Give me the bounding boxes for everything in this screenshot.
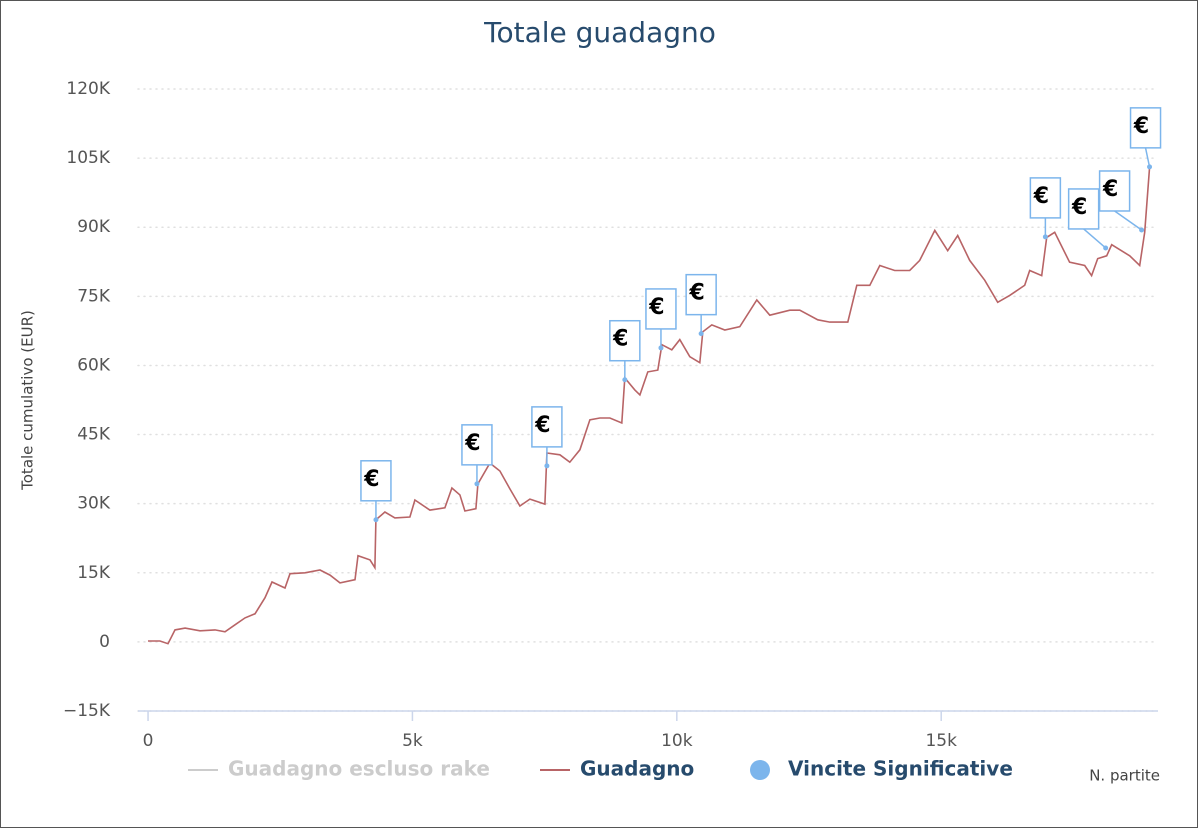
flag-label: €: [1133, 114, 1149, 139]
series-line: [148, 166, 1151, 645]
x-tick-label: 0: [143, 731, 154, 751]
flag-box: [1067, 188, 1100, 230]
flag-label: €: [464, 431, 480, 456]
scatter-point: [1103, 245, 1109, 251]
legend-label: Guadagno escluso rake: [228, 757, 490, 781]
scatter-point: [622, 377, 628, 383]
y-tick-label: 60K: [77, 355, 111, 375]
flag-label: €: [1071, 195, 1087, 220]
x-tick-label: 15k: [925, 731, 957, 751]
scatter-point: [698, 331, 704, 337]
flag-box: [1098, 170, 1131, 212]
y-tick-label: 0: [99, 632, 110, 652]
flag-label: €: [688, 281, 704, 306]
scatter-point: [1147, 164, 1153, 170]
y-tick-label: 45K: [77, 425, 111, 445]
flag-box: [531, 406, 563, 448]
legend-label: Guadagno: [580, 757, 694, 781]
flag-box: [609, 319, 641, 362]
scatter-point: [373, 517, 379, 523]
flag-label: €: [648, 295, 664, 320]
flag-box: [685, 273, 717, 316]
x-axis-title: N. partite: [1089, 767, 1160, 785]
flag-box: [1029, 177, 1062, 219]
x-tick-label: 5k: [402, 731, 423, 751]
flag-label: €: [612, 327, 628, 352]
y-tick-label: 15K: [77, 563, 111, 583]
scatter-point: [658, 345, 664, 351]
x-tick-label: 10k: [661, 731, 693, 751]
flag-box: [461, 424, 493, 466]
flag-box: [645, 288, 677, 330]
y-tick-label: 120K: [66, 79, 110, 99]
y-tick-label: 90K: [77, 217, 111, 237]
flag-connector: [1144, 147, 1151, 168]
flag-label: €: [1102, 177, 1118, 202]
flag-connector: [1083, 228, 1107, 249]
flag-label: €: [534, 413, 550, 438]
flag-label: €: [1033, 184, 1049, 209]
flag-connector: [1114, 210, 1143, 231]
scatter-point: [474, 481, 480, 487]
flag-box: [360, 460, 392, 502]
scatter-point: [1139, 227, 1145, 233]
scatter-point: [544, 463, 550, 469]
y-tick-label: −15K: [63, 701, 111, 721]
chart-title: Totale guadagno: [483, 16, 716, 49]
y-axis-title: Totale cumulativo (EUR): [19, 310, 37, 491]
y-tick-label: 30K: [77, 494, 111, 514]
flag-box: [1129, 107, 1162, 149]
scatter-point: [1042, 234, 1048, 240]
flag-label: €: [363, 467, 379, 492]
y-tick-label: 75K: [77, 286, 111, 306]
y-tick-label: 105K: [66, 148, 110, 168]
legend-label: Vincite Significative: [788, 757, 1013, 781]
legend-symbol: [750, 760, 770, 780]
